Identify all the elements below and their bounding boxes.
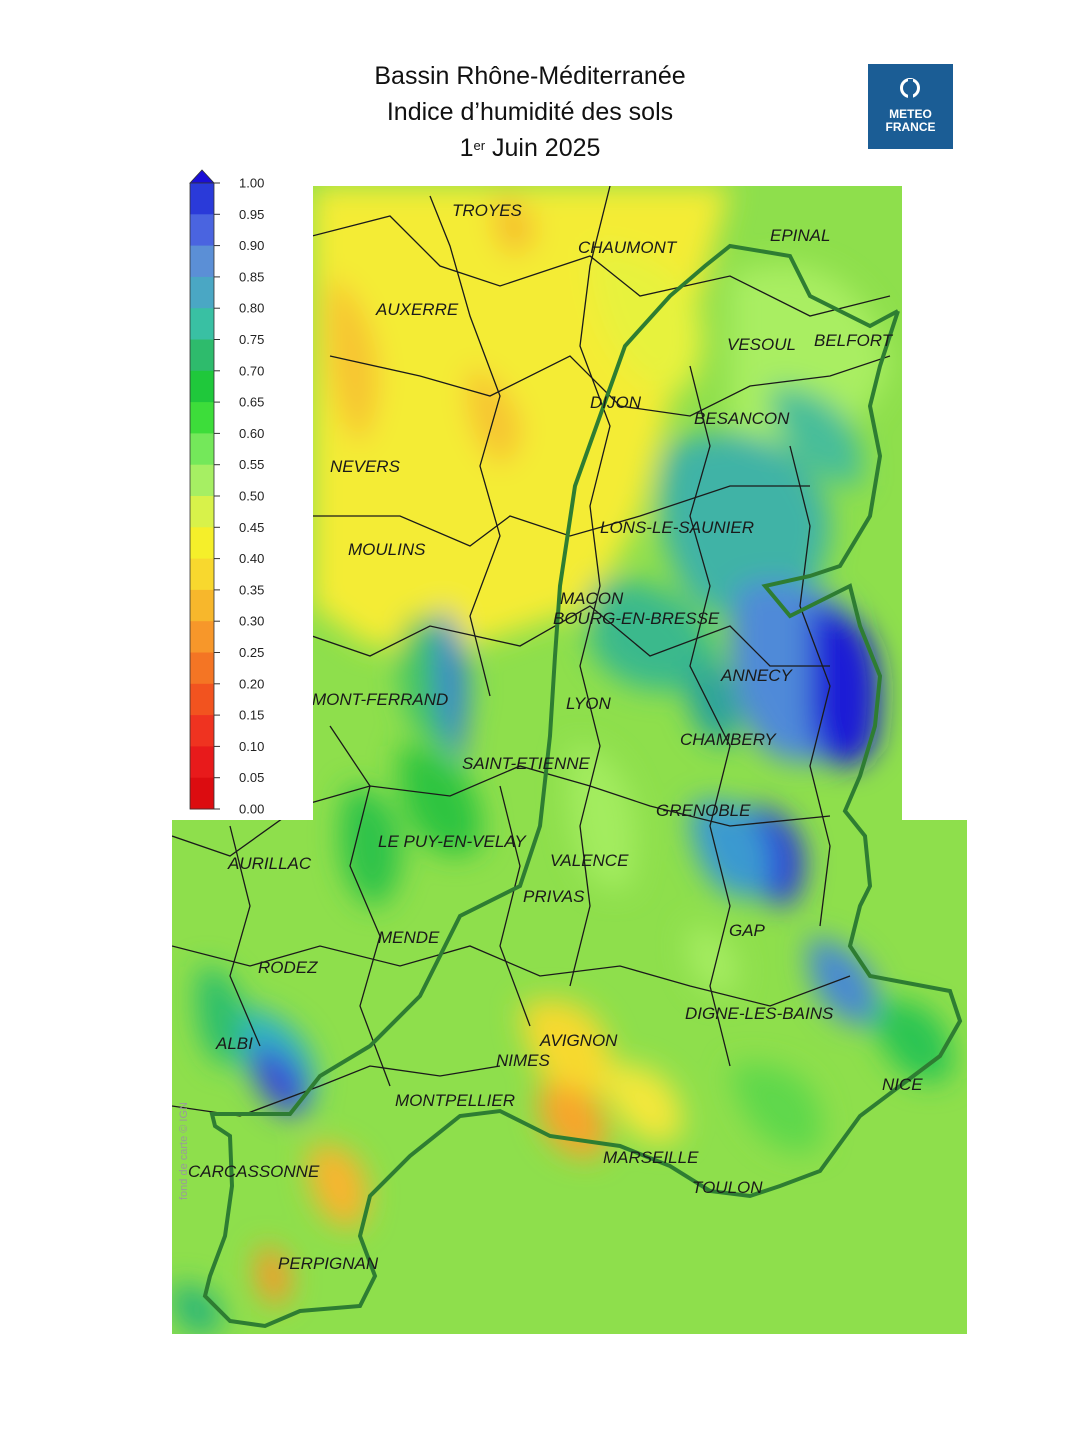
legend-tick-label: 0.25 <box>239 645 264 660</box>
legend-tick-label: 0.70 <box>239 363 264 378</box>
map-city-label: GRENOBLE <box>656 801 751 820</box>
legend-tick-label: 0.20 <box>239 676 264 691</box>
map-city-label: MONTPELLIER <box>395 1091 515 1110</box>
map-city-label: VALENCE <box>550 851 629 870</box>
legend-max-arrow-icon <box>189 169 215 184</box>
map-city-label: NEVERS <box>330 457 401 476</box>
meteo-france-logo: METEO FRANCE <box>868 64 953 149</box>
legend-color-band <box>190 214 214 247</box>
legend-color-band <box>190 402 214 434</box>
map-city-label: TOULON <box>692 1178 763 1197</box>
map-city-label: CARCASSONNE <box>188 1162 320 1181</box>
map-city-label: ANNECY <box>720 666 794 685</box>
title-line-2: Indice d’humidité des sols <box>386 98 674 126</box>
map-city-label: SAINT-ETIENNE <box>462 754 591 773</box>
legend-color-band <box>190 464 214 497</box>
map-city-label: TROYES <box>452 201 523 220</box>
map-city-label: RODEZ <box>258 958 318 977</box>
legend-color-band <box>190 558 214 591</box>
soil-moisture-map: TROYES CHAUMONT EPINAL AUXERRE VESOUL BE… <box>170 186 970 1334</box>
map-city-label: GAP <box>729 921 766 940</box>
legend-tick-label: 0.90 <box>239 238 264 253</box>
map-city-label: CHAMBERY <box>680 730 777 749</box>
map-city-label: PRIVAS <box>523 887 585 906</box>
legend-tick-label: 0.50 <box>239 489 264 504</box>
legend-color-band <box>190 308 214 340</box>
map-city-label: MARSEILLE <box>603 1148 699 1167</box>
map-city-label: BELFORT <box>814 331 894 350</box>
map-city-label: MONT-FERRAND <box>312 690 448 709</box>
legend-tick-label: 0.85 <box>239 269 264 284</box>
legend-tick-label: 0.95 <box>239 207 264 222</box>
department-borders <box>172 186 891 1117</box>
legend-tick-label: 0.55 <box>239 457 264 472</box>
color-scale-legend: 1.00 0.95 0.90 0.85 0.80 0.75 0.70 0.65 0.60 0.55… <box>189 169 264 817</box>
map-right-mask <box>902 186 970 820</box>
legend-tick-label: 0.45 <box>239 520 264 535</box>
legend-color-band <box>190 683 214 716</box>
map-city-label: MENDE <box>378 928 440 947</box>
map-city-label: BOURG-EN-BRESSE <box>553 609 720 628</box>
map-city-label: PERPIGNAN <box>278 1254 379 1273</box>
map-city-label: MOULINS <box>348 540 426 559</box>
map-city-label: NICE <box>882 1075 923 1094</box>
map-city-label: AUXERRE <box>375 300 459 319</box>
legend-color-band <box>190 276 214 309</box>
legend-tick-label: 0.10 <box>239 739 264 754</box>
legend-color-band <box>190 621 214 653</box>
map-city-label: AVIGNON <box>539 1031 618 1050</box>
map-credit: fond de carte © IGN <box>178 1102 190 1200</box>
meteo-france-emblem-icon <box>900 78 920 99</box>
legend-tick-label: 0.30 <box>239 614 264 629</box>
map-city-label: BESANCON <box>694 409 790 428</box>
legend-color-band <box>190 245 214 278</box>
map-city-label: CHAUMONT <box>578 238 678 257</box>
moisture-field: TROYES CHAUMONT EPINAL AUXERRE VESOUL BE… <box>172 186 967 1334</box>
legend-color-band <box>190 339 214 372</box>
legend-tick-label: 1.00 <box>239 176 264 191</box>
legend-color-band <box>190 527 214 560</box>
legend-color-band <box>190 370 214 403</box>
legend-tick-label: 0.15 <box>239 708 264 723</box>
map-city-label: DIGNE-LES-BAINS <box>685 1004 834 1023</box>
legend-tick-label: 0.40 <box>239 551 264 566</box>
legend-tick-label: 0.65 <box>239 395 264 410</box>
legend-tick-label: 0.80 <box>239 301 264 316</box>
map-city-label: AURILLAC <box>227 854 312 873</box>
map-title: Bassin Rhône-Méditerranée Indice d’humid… <box>300 58 760 166</box>
map-city-label: ALBI <box>215 1034 253 1053</box>
legend-tick-label: 0.05 <box>239 770 264 785</box>
map-city-label: MACON <box>560 589 624 608</box>
legend-tick-label: 0.35 <box>239 582 264 597</box>
legend-color-band <box>190 715 214 747</box>
map-city-label: DIJON <box>590 393 642 412</box>
title-date: 1er Juin 2025 <box>459 134 601 162</box>
map-city-label: NIMES <box>496 1051 551 1070</box>
legend-color-band <box>190 777 214 810</box>
map-city-label: LONS-LE-SAUNIER <box>600 518 754 537</box>
map-city-label: VESOUL <box>727 335 796 354</box>
legend-color-band <box>190 183 214 215</box>
legend-color-band <box>190 433 214 466</box>
title-line-1: Bassin Rhône-Méditerranée <box>374 62 686 90</box>
legend-color-band <box>190 652 214 685</box>
legend-tick-label: 0.75 <box>239 332 264 347</box>
basin-boundary <box>202 243 963 1329</box>
legend-tick-label: 0.60 <box>239 426 264 441</box>
legend-color-band <box>190 746 214 779</box>
legend-color-band <box>190 589 214 622</box>
legend-tick-label: 0.00 <box>239 802 264 817</box>
map-city-label: LYON <box>566 694 611 713</box>
map-city-label: EPINAL <box>770 226 830 245</box>
map-city-label: LE PUY-EN-VELAY <box>378 832 527 851</box>
legend-color-band <box>190 496 214 528</box>
